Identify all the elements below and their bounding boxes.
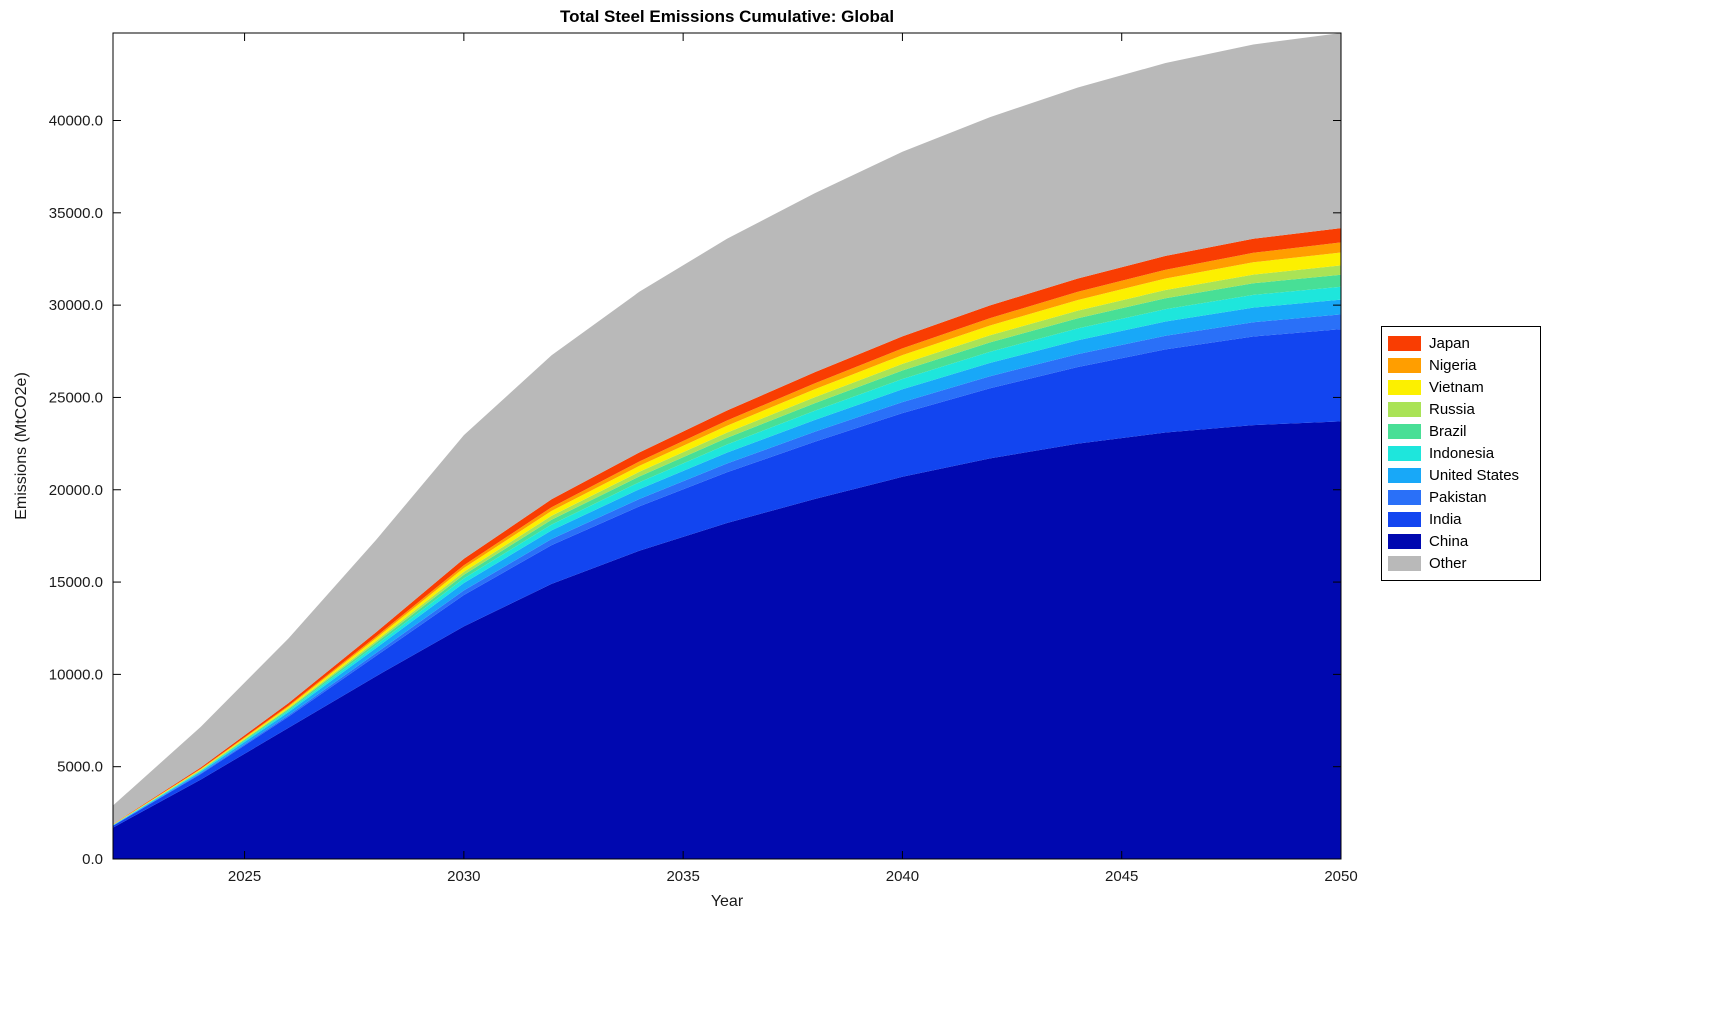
area-other [113,33,1341,824]
legend-swatch-pakistan [1388,490,1421,505]
legend-label-other: Other [1429,555,1467,572]
y-axis-label: Emissions (MtCO2e) [13,372,30,520]
legend-swatch-india [1388,512,1421,527]
legend-label-united-states: United States [1429,467,1520,484]
legend-item-other: Other [1388,553,1530,574]
legend-swatch-united-states [1388,468,1421,483]
legend-label-vietnam: Vietnam [1429,379,1484,396]
legend-label-russia: Russia [1429,401,1475,418]
y-tick-label: 20000.0 [49,482,103,499]
legend-swatch-nigeria [1388,358,1421,373]
legend-item-united-states: United States [1388,465,1530,486]
legend-swatch-indonesia [1388,446,1421,461]
area-india [113,329,1341,828]
y-tick-label: 0.0 [82,851,103,868]
legend-swatch-japan [1388,336,1421,351]
legend-swatch-brazil [1388,424,1421,439]
legend-item-pakistan: Pakistan [1388,487,1530,508]
legend-label-nigeria: Nigeria [1429,357,1477,374]
x-axis-label: Year [710,893,744,910]
area-china [113,421,1341,859]
legend-item-japan: Japan [1388,333,1530,354]
legend-swatch-other [1388,556,1421,571]
y-tick-label: 5000.0 [57,759,103,776]
y-tick-label: 35000.0 [49,205,103,222]
x-tick-label: 2045 [1105,868,1138,885]
legend-item-india: India [1388,509,1530,530]
legend-swatch-china [1388,534,1421,549]
y-tick-label: 25000.0 [49,389,103,406]
legend-item-indonesia: Indonesia [1388,443,1530,464]
x-tick-label: 2035 [666,868,699,885]
legend-swatch-russia [1388,402,1421,417]
legend-label-india: India [1429,511,1462,528]
legend-item-vietnam: Vietnam [1388,377,1530,398]
legend-item-nigeria: Nigeria [1388,355,1530,376]
x-tick-label: 2050 [1324,868,1357,885]
x-tick-label: 2030 [447,868,480,885]
y-tick-label: 10000.0 [49,666,103,683]
legend-box: Japan Nigeria Vietnam Russia Brazil Indonesia… [1381,326,1541,581]
legend-label-pakistan: Pakistan [1429,489,1487,506]
legend-item-china: China [1388,531,1530,552]
legend-swatch-vietnam [1388,380,1421,395]
y-tick-label: 30000.0 [49,297,103,314]
y-tick-label: 15000.0 [49,574,103,591]
legend-label-japan: Japan [1429,335,1470,352]
y-tick-label: 40000.0 [49,113,103,130]
legend-item-brazil: Brazil [1388,421,1530,442]
x-tick-label: 2040 [886,868,919,885]
x-tick-label: 2025 [228,868,261,885]
legend-label-china: China [1429,533,1469,550]
legend-item-russia: Russia [1388,399,1530,420]
axes-box [112,32,1342,860]
legend-label-indonesia: Indonesia [1429,445,1495,462]
chart-title: Total Steel Emissions Cumulative: Global [559,7,895,26]
legend-label-brazil: Brazil [1429,423,1467,440]
